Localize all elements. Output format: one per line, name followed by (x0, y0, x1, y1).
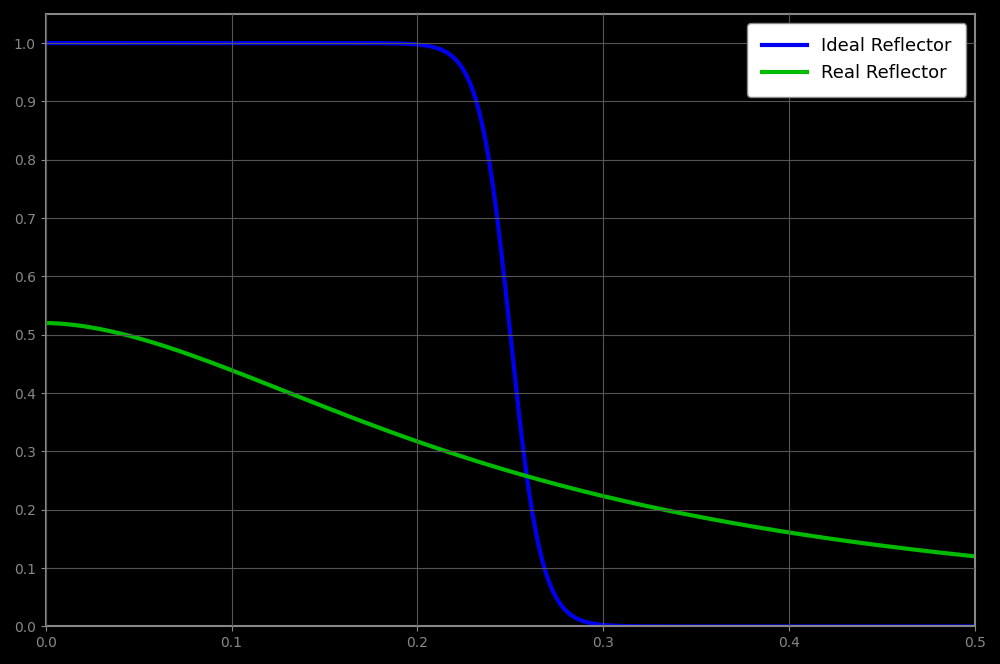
Real Reflector (436, 446, 448, 454)
Real Reflector (951, 550, 963, 558)
Real Reflector (396, 432, 408, 440)
Ideal Reflector (951, 622, 963, 630)
Ideal Reflector (40, 39, 52, 47)
Ideal Reflector (396, 40, 408, 48)
Real Reflector (851, 539, 863, 546)
Real Reflector (201, 357, 213, 365)
Ideal Reflector (201, 39, 213, 47)
Real Reflector (146, 338, 158, 346)
Ideal Reflector (969, 622, 981, 630)
Line: Real Reflector: Real Reflector (46, 323, 975, 556)
Real Reflector (969, 552, 981, 560)
Ideal Reflector (851, 622, 863, 630)
Ideal Reflector (436, 46, 448, 54)
Line: Ideal Reflector: Ideal Reflector (46, 43, 975, 626)
Legend: Ideal Reflector, Real Reflector: Ideal Reflector, Real Reflector (747, 23, 966, 97)
Real Reflector (40, 319, 52, 327)
Ideal Reflector (146, 39, 158, 47)
